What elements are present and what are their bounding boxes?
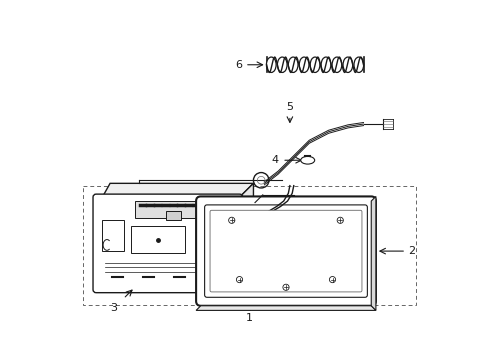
FancyBboxPatch shape [131, 226, 185, 253]
Ellipse shape [310, 57, 320, 72]
FancyBboxPatch shape [210, 210, 362, 292]
Text: 5: 5 [286, 103, 294, 112]
Ellipse shape [343, 57, 353, 72]
Polygon shape [196, 306, 376, 310]
FancyBboxPatch shape [205, 205, 368, 297]
Polygon shape [102, 183, 253, 197]
Ellipse shape [321, 57, 331, 72]
Polygon shape [371, 197, 376, 310]
Ellipse shape [354, 57, 364, 72]
FancyBboxPatch shape [166, 211, 181, 220]
Ellipse shape [332, 57, 342, 72]
FancyBboxPatch shape [93, 194, 243, 293]
FancyBboxPatch shape [135, 201, 205, 218]
Ellipse shape [267, 57, 276, 72]
Ellipse shape [277, 57, 287, 72]
Ellipse shape [301, 156, 315, 164]
Ellipse shape [299, 57, 309, 72]
Text: 6: 6 [235, 60, 242, 70]
Polygon shape [240, 183, 253, 289]
Text: 1: 1 [246, 314, 253, 324]
Text: 3: 3 [110, 303, 118, 313]
Bar [83, 186, 416, 305]
Text: 2: 2 [409, 246, 416, 256]
FancyBboxPatch shape [102, 220, 124, 251]
FancyBboxPatch shape [196, 197, 376, 306]
Text: 4: 4 [271, 155, 278, 165]
Ellipse shape [288, 57, 298, 72]
